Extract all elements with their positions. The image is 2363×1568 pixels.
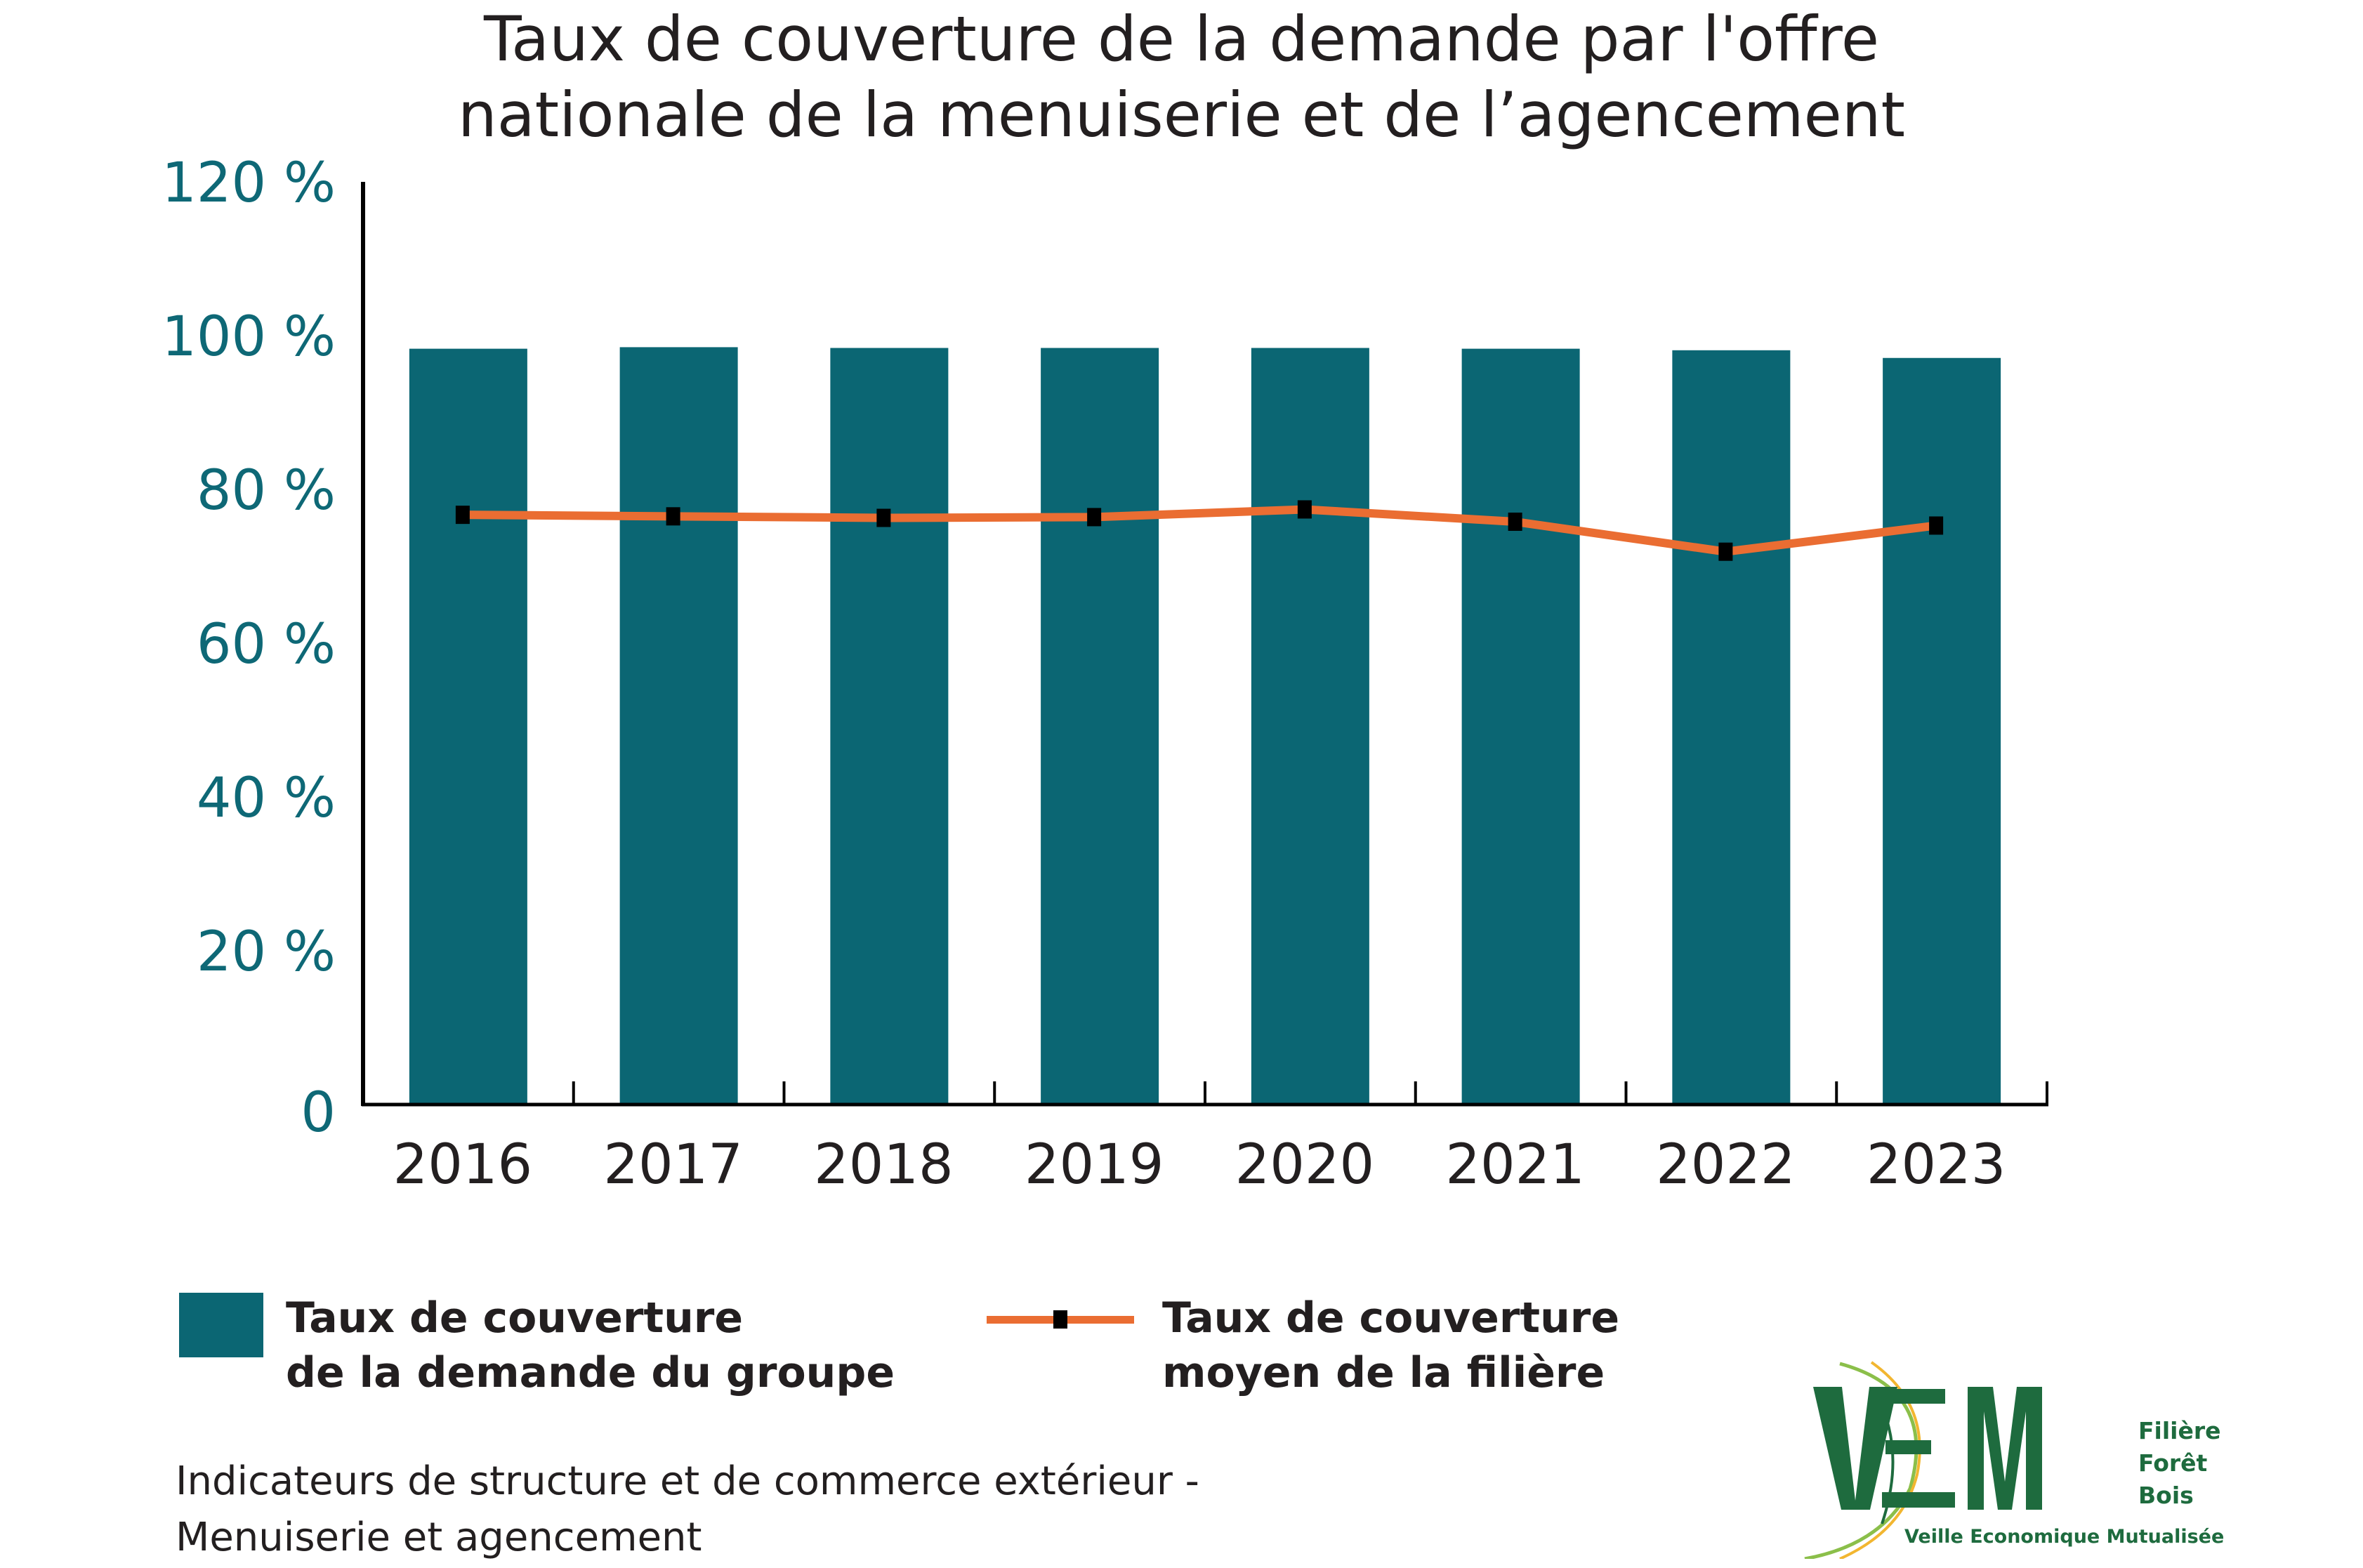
line-marker-2022 [1718,542,1733,561]
line-marker-2023 [1929,516,1944,535]
logo-letter-m-icon [1968,1387,2042,1510]
bar-2016 [409,348,527,1105]
bar-2017 [619,347,738,1105]
line-marker-2016 [455,506,470,525]
legend-square-marker-icon [1053,1310,1067,1329]
bar-2021 [1461,348,1580,1105]
line-marker-2021 [1508,512,1522,531]
legend-line-swatch [987,1291,1134,1355]
x-tick-label: 2023 [1867,1133,2006,1197]
logo-side-line-1: Filière [2138,1417,2221,1444]
x-tick-label: 2016 [393,1133,533,1197]
x-tick-label: 2019 [1025,1133,1164,1197]
chart-plot: 0 20 % 40 % 60 % 80 % 100 % 120 % 2016 2017 2018… [162,152,2048,1197]
y-tick-label: 60 % [197,613,336,676]
logo-letter-e-bottom-icon [1882,1492,1955,1508]
y-tick-label: 80 % [197,459,336,522]
y-tick-label: 120 % [162,152,336,215]
logo-side-line-2: Forêt [2138,1449,2208,1477]
x-tick-label: 2018 [814,1133,954,1197]
legend-item-sector-average: Taux de couverture moyen de la filière [987,1291,1619,1400]
logo-side-text: Filière Forêt Bois [2138,1415,2221,1512]
legend-bar-label-line-2: de la demande du groupe [286,1348,895,1397]
x-tick-label: 2021 [1445,1133,1585,1197]
bar-2020 [1251,348,1369,1105]
x-tick-label: 2020 [1235,1133,1375,1197]
logo-side-line-3: Bois [2138,1482,2194,1509]
chart-title-line-1: Taux de couverture de la demande par l'o… [483,3,1880,75]
chart-title: Taux de couverture de la demande par l'o… [0,0,2363,153]
x-tick-label: 2017 [603,1133,743,1197]
legend-bar-label-line-1: Taux de couverture [286,1293,744,1343]
legend-line-label-line-1: Taux de couverture [1162,1293,1620,1343]
y-tick-label: 100 % [162,305,336,369]
line-sector-average [462,505,1937,556]
legend-item-group-coverage: Taux de couverture de la demande du grou… [179,1291,895,1400]
logo-tagline: Veille Economique Mutualisée [1904,1526,2225,1548]
line-marker-2018 [876,508,891,527]
logo-letter-e-top-icon [1882,1389,1945,1404]
line-marker-2020 [1297,500,1312,519]
logo-letter-v-icon [1813,1387,1897,1510]
legend-line-label-line-2: moyen de la filière [1162,1348,1605,1397]
line-marker-2017 [666,507,680,526]
y-tick-label: 0 [301,1081,336,1145]
bar-2018 [830,348,949,1105]
bar-2019 [1041,348,1159,1105]
chart-title-line-2: nationale de la menuiserie et de l’agenc… [457,79,1906,151]
bar-2023 [1883,357,2001,1105]
y-tick-label: 40 % [197,767,336,830]
source-line-2: Menuiserie et agencement [176,1515,702,1560]
legend-bar-swatch [179,1293,263,1357]
line-marker-2019 [1087,508,1102,527]
source-line-1: Indicateurs de structure et de commerce … [176,1458,1199,1504]
bar-2022 [1672,350,1791,1105]
logo-arc-green-icon [1804,1362,1918,1559]
source-note: Indicateurs de structure et de commerce … [176,1454,1199,1566]
x-tick-label: 2022 [1656,1133,1796,1197]
logo-letter-e-mid-icon [1885,1440,1931,1454]
vem-logo [1804,1361,2042,1559]
y-tick-label: 20 % [197,921,336,984]
